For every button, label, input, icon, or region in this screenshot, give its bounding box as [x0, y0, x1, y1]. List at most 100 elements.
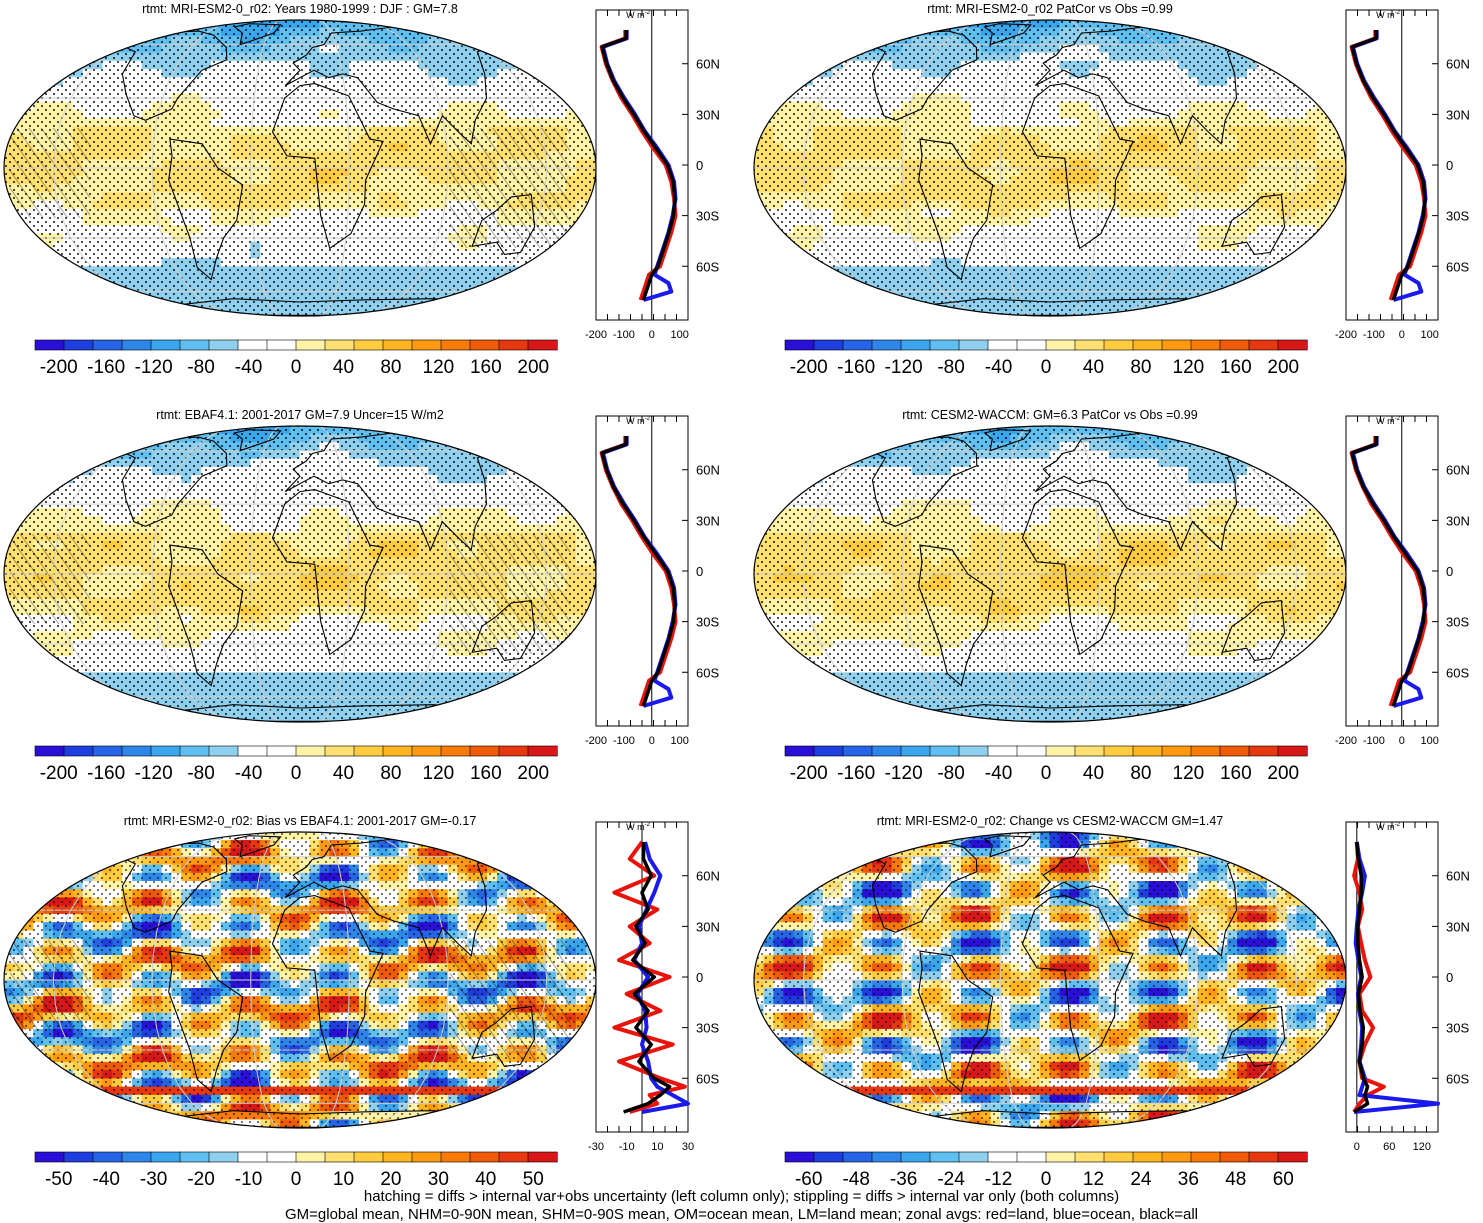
- zonal-lat-tick-label: 60N: [1446, 869, 1470, 884]
- zonal-x-tick-label: -200: [1335, 735, 1357, 747]
- colorbar-swatch: [1133, 340, 1162, 350]
- panel-title: rtmt: MRI-ESM2-0_r02 PatCor vs Obs =0.99: [927, 2, 1173, 16]
- colorbar-swatch: [814, 340, 843, 350]
- colorbar-swatch: [383, 1152, 412, 1162]
- footer-note-hatching: hatching = diffs > internal var+obs unce…: [0, 1188, 1483, 1205]
- hatching: [10, 128, 90, 218]
- colorbar-swatch: [180, 1152, 209, 1162]
- colorbar-swatch: [988, 1152, 1017, 1162]
- panel-title: rtmt: EBAF4.1: 2001-2017 GM=7.9 Uncer=15…: [156, 408, 444, 422]
- colorbar-swatch: [412, 1152, 441, 1162]
- zonal-lat-tick-label: 60N: [696, 57, 720, 72]
- hatching: [10, 534, 90, 624]
- zonal-x-tick-label: 0: [649, 329, 655, 341]
- colorbar-swatch: [35, 746, 64, 756]
- colorbar-swatch: [959, 1152, 988, 1162]
- colorbar-tick-label: 200: [517, 763, 549, 784]
- zonal-lat-tick-label: 0: [696, 564, 703, 579]
- colorbar-tick-label: -60: [795, 1169, 822, 1190]
- colorbar-tick-label: 160: [470, 763, 502, 784]
- colorbar-swatch: [151, 1152, 180, 1162]
- colorbar-tick-label: 40: [333, 357, 354, 378]
- panel-title: rtmt: MRI-ESM2-0_r02: Bias vs EBAF4.1: 2…: [124, 814, 477, 828]
- colorbar-swatch: [383, 340, 412, 350]
- colorbar-swatch: [843, 340, 872, 350]
- colorbar-swatch: [64, 746, 93, 756]
- zonal-lat-tick-label: 60N: [1446, 57, 1470, 72]
- colorbar-swatch: [528, 746, 557, 756]
- colorbar-swatch: [988, 340, 1017, 350]
- colorbar-tick-label: 0: [1041, 357, 1052, 378]
- colorbar-swatch: [930, 1152, 959, 1162]
- zonal-series-land: [1352, 30, 1426, 300]
- zonal-frame: [1346, 416, 1438, 726]
- colorbar-swatch: [499, 1152, 528, 1162]
- colorbar-tick-label: 36: [1178, 1169, 1199, 1190]
- zonal-x-tick-label: -100: [1363, 735, 1385, 747]
- colorbar-tick-label: -40: [985, 357, 1012, 378]
- colorbar-swatch: [1133, 746, 1162, 756]
- zonal-lat-tick-label: 60N: [696, 463, 720, 478]
- colorbar-swatch: [354, 746, 383, 756]
- colorbar-swatch: [988, 746, 1017, 756]
- colorbar-tick-label: -120: [135, 763, 173, 784]
- colorbar-swatch: [785, 340, 814, 350]
- hatching: [450, 534, 570, 654]
- colorbar-tick-label: 200: [1267, 357, 1299, 378]
- colorbar-swatch: [1046, 746, 1075, 756]
- zonal-x-tick-label: 100: [670, 735, 688, 747]
- colorbar-swatch: [1278, 746, 1307, 756]
- colorbar-swatch: [1075, 340, 1104, 350]
- colorbar-swatch: [180, 340, 209, 350]
- colorbar-swatch: [814, 1152, 843, 1162]
- colorbar-tick-label: -160: [87, 763, 125, 784]
- colorbar-swatch: [35, 340, 64, 350]
- colorbar-tick-label: 0: [291, 357, 302, 378]
- zonal-unit-label: W m-2: [626, 416, 650, 426]
- zonal-lat-tick-label: 30N: [696, 513, 720, 528]
- zonal-x-tick-label: -100: [1363, 329, 1385, 341]
- colorbar-tick-label: 40: [475, 1169, 496, 1190]
- zonal-lat-tick-label: 60S: [696, 665, 719, 680]
- colorbar-swatch: [499, 340, 528, 350]
- colorbar-tick-label: -36: [890, 1169, 917, 1190]
- zonal-lat-tick-label: 0: [1446, 158, 1453, 173]
- colorbar-swatch: [1220, 340, 1249, 350]
- colorbar-swatch: [1162, 1152, 1191, 1162]
- colorbar-swatch: [1162, 340, 1191, 350]
- colorbar-swatch: [122, 1152, 151, 1162]
- colorbar-swatch: [267, 1152, 296, 1162]
- colorbar-tick-label: 80: [380, 763, 401, 784]
- colorbar-swatch: [238, 746, 267, 756]
- colorbar-tick-label: -30: [140, 1169, 167, 1190]
- colorbar-swatch: [470, 1152, 499, 1162]
- colorbar-swatch: [209, 1152, 238, 1162]
- colorbar-tick-label: 200: [517, 357, 549, 378]
- map-field: [754, 426, 1347, 723]
- zonal-x-tick-label: -200: [585, 735, 607, 747]
- zonal-lat-tick-label: 60S: [1446, 259, 1469, 274]
- colorbar-tick-label: -80: [937, 763, 964, 784]
- zonal-lat-tick-label: 30N: [1446, 919, 1470, 934]
- colorbar-swatch: [1162, 746, 1191, 756]
- colorbar-swatch: [1017, 746, 1046, 756]
- colorbar-swatch: [1191, 1152, 1220, 1162]
- colorbar-swatch: [1104, 1152, 1133, 1162]
- colorbar-swatch: [64, 340, 93, 350]
- colorbar-tick-label: -160: [837, 763, 875, 784]
- colorbar-swatch: [412, 340, 441, 350]
- zonal-frame: [596, 416, 688, 726]
- zonal-x-tick-label: -10: [619, 1141, 635, 1153]
- colorbar-tick-label: 12: [1083, 1169, 1104, 1190]
- colorbar-swatch: [785, 746, 814, 756]
- zonal-lat-tick-label: 30N: [1446, 513, 1470, 528]
- colorbar-tick-label: -40: [985, 763, 1012, 784]
- zonal-frame: [1346, 10, 1438, 320]
- panel-3: rtmt: EBAF4.1: 2001-2017 GM=7.9 Uncer=15…: [4, 408, 720, 784]
- colorbar-swatch: [1249, 340, 1278, 350]
- colorbar-swatch: [412, 746, 441, 756]
